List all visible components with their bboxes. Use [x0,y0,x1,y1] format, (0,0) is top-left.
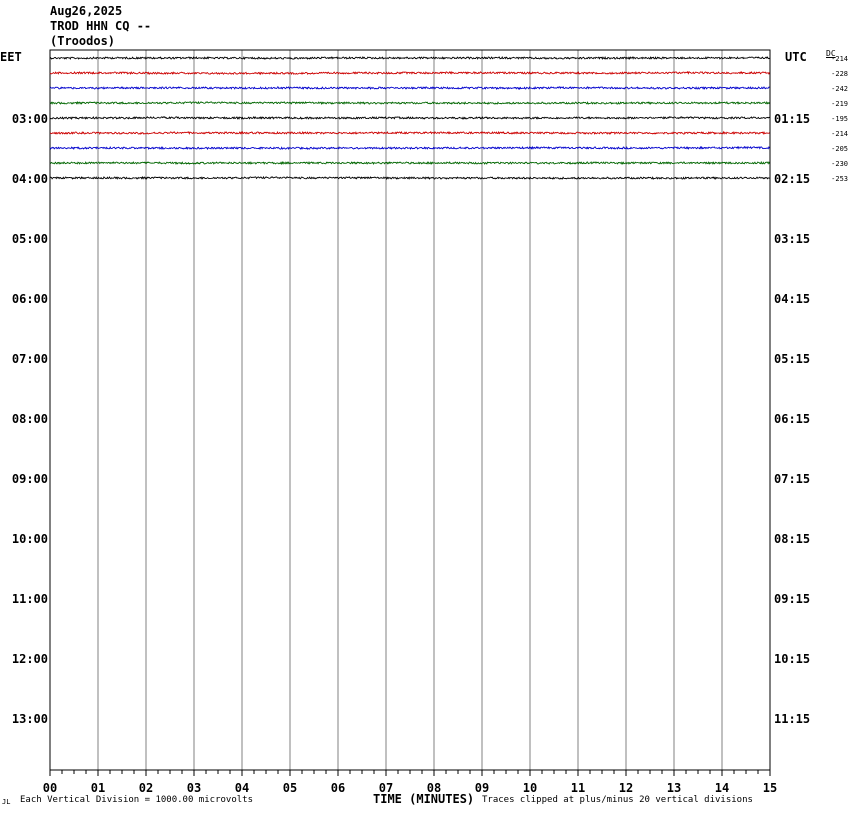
x-tick-label: 11 [571,781,585,795]
x-tick-label: 13 [667,781,681,795]
x-tick-label: 08 [427,781,441,795]
x-tick-label: 02 [139,781,153,795]
left-hour-label: 10:00 [12,532,48,546]
right-hour-label: 11:15 [774,712,810,726]
x-tick-label: 10 [523,781,537,795]
seismic-trace [49,160,771,166]
dc-offset-header: DC [826,49,836,58]
seismic-trace [49,70,771,76]
x-tick-label: 06 [331,781,345,795]
scale-note: Each Vertical Division = 1000.00 microvo… [20,795,253,805]
dc-offset-value: -219 [831,100,848,108]
plot-date: Aug26,2025 [50,4,123,18]
left-hour-label: 05:00 [12,232,48,246]
x-tick-label: 01 [91,781,105,795]
dc-offset-value: -230 [831,160,848,168]
x-tick-label: 09 [475,781,489,795]
left-hour-label: 03:00 [12,112,48,126]
left-hour-label: 08:00 [12,412,48,426]
x-tick-label: 14 [715,781,729,795]
station-code: TROD HHN CQ -- [50,19,152,33]
left-hour-label: 04:00 [12,172,48,186]
right-hour-label: 08:15 [774,532,810,546]
x-axis-title: TIME (MINUTES) [373,792,475,806]
dc-offset-value: -253 [831,175,848,183]
clip-note: Traces clipped at plus/minus 20 vertical… [482,795,753,805]
x-tick-label: 03 [187,781,201,795]
x-tick-label: 00 [43,781,57,795]
dc-offset-value: -242 [831,85,848,93]
right-hour-label: 10:15 [774,652,810,666]
dc-offset-value: -228 [831,70,848,78]
right-hour-label: 03:15 [774,232,810,246]
corner-mark: JL [2,798,11,806]
right-hour-label: 09:15 [774,592,810,606]
seismic-trace [49,130,770,135]
right-hour-label: 01:15 [774,112,810,126]
left-hour-label: 13:00 [12,712,48,726]
right-hour-label: 02:15 [774,172,810,186]
right-hour-label: 06:15 [774,412,810,426]
x-tick-label: 04 [235,781,249,795]
right-hour-label: 07:15 [774,472,810,486]
left-timezone-label: EET [0,50,22,64]
plot-frame [49,49,771,771]
seismic-trace [49,145,770,151]
x-tick-label: 05 [283,781,297,795]
x-tick-label: 07 [379,781,393,795]
left-hour-label: 11:00 [12,592,48,606]
dc-offset-value: -205 [831,145,848,153]
x-tick-label: 12 [619,781,633,795]
seismic-trace [49,100,770,105]
dc-offset-value: -214 [831,130,848,138]
dc-offset-value: -214 [831,55,848,63]
seismic-trace [49,55,770,61]
dc-offset-value: -195 [831,115,848,123]
seismic-trace [49,175,770,180]
seismic-trace [49,115,770,120]
right-hour-label: 04:15 [774,292,810,306]
x-tick-label: 15 [763,781,777,795]
left-hour-label: 07:00 [12,352,48,366]
seismic-trace [49,86,770,91]
left-hour-label: 06:00 [12,292,48,306]
left-hour-label: 09:00 [12,472,48,486]
station-location: (Troodos) [50,34,116,48]
left-hour-label: 12:00 [12,652,48,666]
right-timezone-label: UTC [785,50,807,64]
right-hour-label: 05:15 [774,352,810,366]
